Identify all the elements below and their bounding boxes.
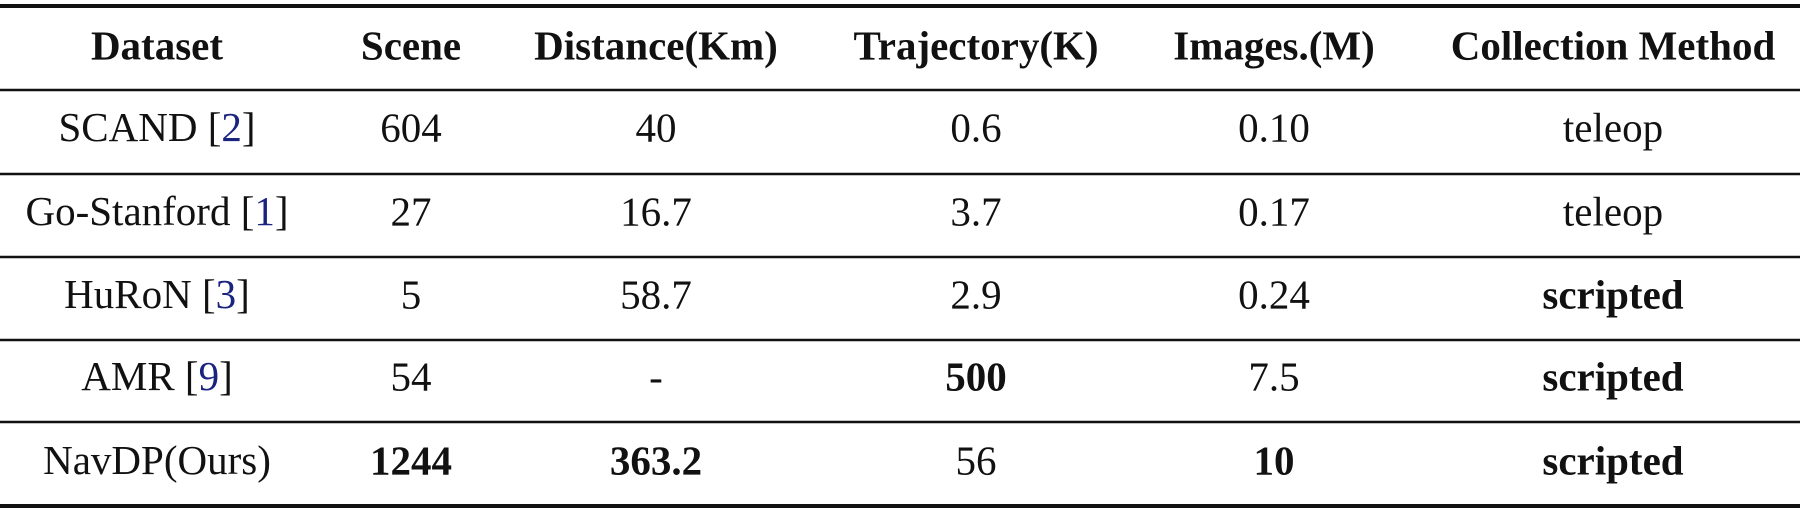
table-cell: 7.5: [1248, 353, 1299, 399]
dataset-cell: HuRoN [3]: [64, 271, 250, 317]
table-cell: teleop: [1563, 188, 1663, 234]
table-cell: 40: [636, 104, 677, 150]
table-cell: 3.7: [950, 188, 1001, 234]
column-header: Trajectory(K): [853, 22, 1098, 68]
table-cell: 54: [391, 353, 432, 399]
dataset-name: Go-Stanford: [25, 188, 230, 234]
table-cell: 363.2: [610, 437, 702, 483]
table-cell: 0.17: [1238, 188, 1310, 234]
citation: [2]: [208, 104, 256, 150]
column-header: Images.(M): [1173, 22, 1375, 68]
dataset-name: HuRoN: [64, 271, 192, 317]
column-header: Distance(Km): [534, 22, 778, 68]
column-header: Collection Method: [1451, 22, 1776, 68]
dataset-name: NavDP(Ours): [43, 437, 271, 483]
column-header: Dataset: [91, 22, 223, 68]
table-cell: 5: [401, 271, 422, 317]
table-cell: 500: [945, 353, 1007, 399]
citation: [9]: [185, 353, 233, 399]
table-cell: 604: [380, 104, 442, 150]
table-cell: 16.7: [620, 188, 692, 234]
table-cell: 2.9: [950, 271, 1001, 317]
table-cell: 1244: [370, 437, 452, 483]
table-cell: scripted: [1542, 353, 1683, 399]
dataset-cell: Go-Stanford [1]: [25, 188, 288, 234]
dataset-cell: SCAND [2]: [58, 104, 255, 150]
table-cell: teleop: [1563, 104, 1663, 150]
table-cell: scripted: [1542, 271, 1683, 317]
table-cell: 0.24: [1238, 271, 1310, 317]
dataset-cell: NavDP(Ours): [43, 437, 271, 483]
table-cell: scripted: [1542, 437, 1683, 483]
dataset-name: SCAND: [58, 104, 197, 150]
column-header: Scene: [361, 22, 461, 68]
table-cell: 0.10: [1238, 104, 1310, 150]
dataset-name: AMR: [81, 353, 175, 399]
table-cell: 58.7: [620, 271, 692, 317]
table-cell: 56: [956, 437, 997, 483]
table-cell: 0.6: [950, 104, 1001, 150]
citation: [1]: [241, 188, 289, 234]
table-cell: 27: [391, 188, 432, 234]
table-cell: 10: [1254, 437, 1295, 483]
dataset-cell: AMR [9]: [81, 353, 232, 399]
table-cell: -: [649, 353, 663, 399]
citation: [3]: [202, 271, 250, 317]
